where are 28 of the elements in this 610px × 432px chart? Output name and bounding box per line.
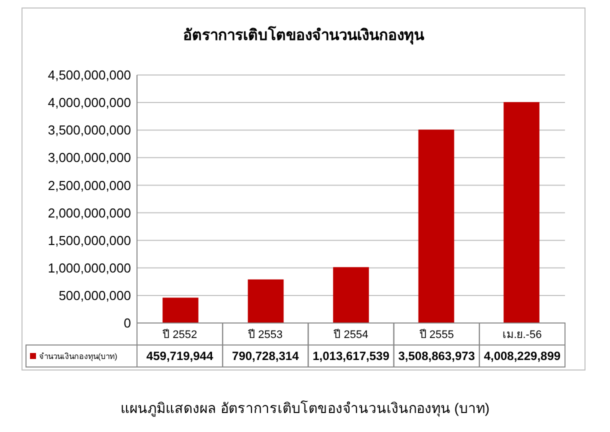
bar	[418, 130, 454, 323]
y-tick-label: 3,000,000,000	[48, 150, 131, 166]
y-tick-label: 1,000,000,000	[48, 260, 131, 276]
y-tick-label: 2,000,000,000	[48, 205, 131, 220]
bar	[504, 102, 540, 323]
y-tick-label: 4,500,000,000	[48, 68, 131, 83]
x-tick-label: เม.ย.-56	[502, 328, 542, 341]
bar	[162, 298, 198, 323]
chart-title: อัตราการเติบโตของจำนวนเงินกองทุน	[183, 25, 425, 45]
y-tick-label: 0	[124, 316, 131, 331]
y-tick-label: 500,000,000	[58, 288, 131, 303]
bar	[248, 279, 284, 323]
y-tick-label: 4,000,000,000	[48, 95, 131, 110]
x-tick-label: ปี 2552	[162, 328, 198, 341]
y-tick-label: 2,500,000,000	[48, 178, 131, 193]
text: 3,508,863,973	[398, 349, 475, 364]
text: 790,728,314	[232, 349, 299, 364]
text: 459,719,944	[146, 349, 214, 364]
y-tick-label: 1,500,000,000	[48, 232, 131, 248]
legend-label: จำนวนเงินกองทุน(บาท)	[39, 352, 118, 361]
x-tick-label: ปี 2555	[418, 328, 454, 341]
y-tick-label: 3,500,000,000	[48, 122, 131, 138]
text: 4,008,229,899	[484, 349, 561, 364]
x-tick-label: ปี 2554	[332, 328, 368, 341]
x-tick-label: ปี 2553	[247, 328, 283, 341]
text: แผนภูมิแสดงผล อัตราการเติบโตของจำนวนเงินกองทุน (บาท)	[120, 400, 490, 417]
text: 1,013,617,539	[312, 349, 390, 364]
bar	[333, 267, 369, 323]
